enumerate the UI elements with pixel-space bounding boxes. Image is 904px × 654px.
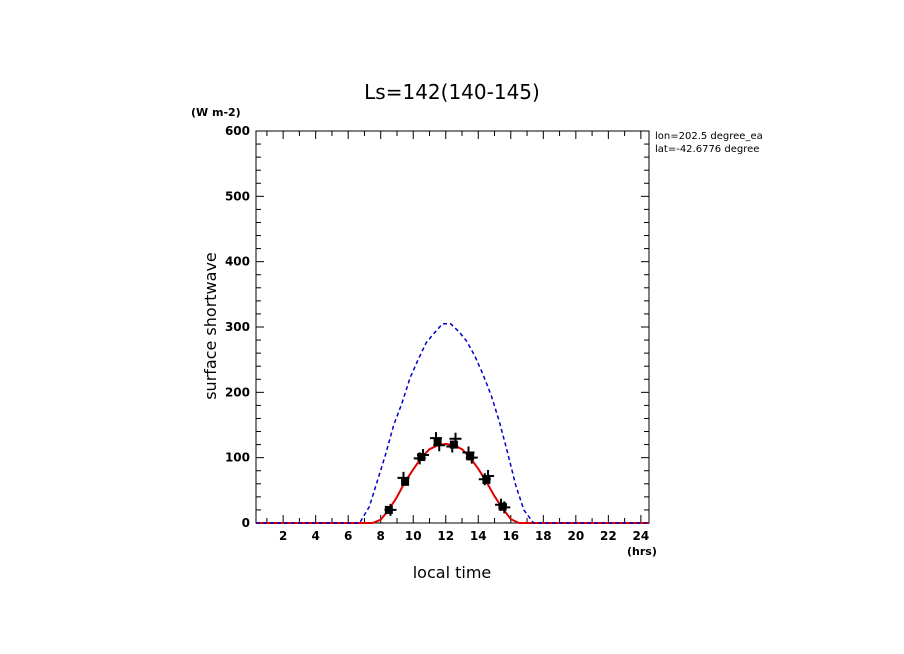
x-tick-label: 16: [502, 529, 519, 543]
x-axis-label: local time: [413, 563, 492, 582]
x-tick-label: 22: [600, 529, 617, 543]
square-marker: [417, 453, 426, 462]
x-tick-label: 8: [377, 529, 385, 543]
y-tick-label: 300: [225, 320, 250, 334]
y-tick-label: 100: [225, 451, 250, 465]
x-tick-label: 4: [311, 529, 319, 543]
y-axis-label: surface shortwave: [201, 252, 220, 400]
x-tick-label: 12: [437, 529, 454, 543]
y-tick-label: 500: [225, 189, 250, 203]
latitude-annotation: lat=-42.6776 degree: [655, 144, 759, 155]
clear-sky-series-line: [256, 322, 649, 524]
x-axis-unit: (hrs): [627, 545, 657, 558]
square-marker: [482, 475, 491, 484]
x-tick-label: 6: [344, 529, 352, 543]
plot-frame: [255, 130, 650, 524]
x-tick-label: 20: [567, 529, 584, 543]
annotation-clip: [780, 120, 904, 170]
chart-title: Ls=142(140-145): [364, 80, 540, 104]
y-axis-unit: (W m-2): [191, 106, 241, 119]
y-tick-label: 0: [242, 516, 250, 530]
square-marker: [401, 477, 410, 486]
square-marker: [384, 505, 393, 514]
longitude-annotation: lon=202.5 degree_ea: [655, 131, 763, 142]
square-marker: [449, 440, 458, 449]
square-marker: [466, 452, 475, 461]
y-tick-label: 600: [225, 124, 250, 138]
square-marker: [433, 437, 442, 446]
x-tick-label: 10: [405, 529, 422, 543]
x-tick-label: 18: [535, 529, 552, 543]
y-tick-label: 200: [225, 385, 250, 399]
x-tick-label: 2: [279, 529, 287, 543]
y-tick-label: 400: [225, 255, 250, 269]
x-tick-label: 24: [633, 529, 650, 543]
x-tick-label: 14: [470, 529, 487, 543]
observed-series-line: [256, 442, 649, 524]
square-marker: [498, 502, 507, 511]
